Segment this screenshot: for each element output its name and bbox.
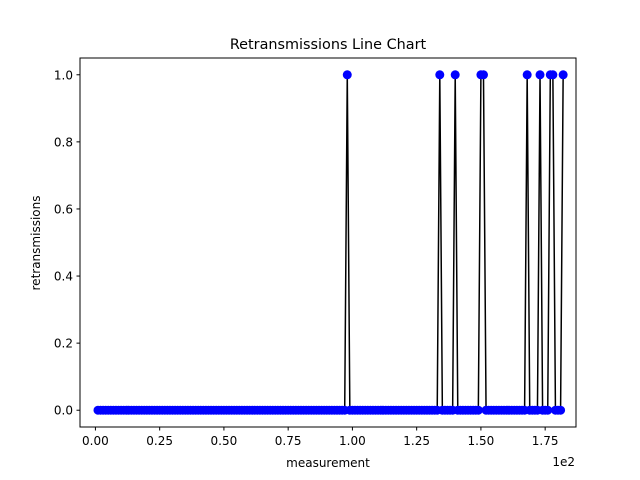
x-axis-ticks: 0.00 0.25 0.50 0.75 1.00 1.25 1.50 1.75 — [82, 427, 559, 448]
data-point — [450, 70, 460, 80]
x-tick-label: 1.25 — [403, 434, 430, 448]
x-tick-label: 0.00 — [82, 434, 109, 448]
data-point — [342, 70, 352, 80]
x-tick-label: 0.50 — [211, 434, 238, 448]
y-axis-label: retransmissions — [29, 196, 43, 291]
axes-frame — [79, 57, 577, 428]
data-point — [556, 405, 566, 415]
chart-title: Retransmissions Line Chart — [230, 37, 427, 53]
x-tick-label: 1.00 — [339, 434, 366, 448]
data-point — [535, 70, 545, 80]
y-tick-label: 0.8 — [54, 135, 73, 149]
plot-area — [93, 70, 568, 415]
x-axis-offset-text: 1e2 — [552, 455, 575, 469]
y-axis-ticks: 0.0 0.2 0.4 0.6 0.8 1.0 — [54, 68, 80, 418]
x-tick-label: 1.50 — [468, 434, 495, 448]
x-tick-label: 1.75 — [532, 434, 559, 448]
data-point — [522, 70, 532, 80]
y-tick-label: 0.2 — [54, 337, 73, 351]
data-point — [543, 405, 553, 415]
data-point — [478, 70, 488, 80]
data-point — [548, 70, 558, 80]
data-point — [558, 70, 568, 80]
y-tick-label: 1.0 — [54, 68, 73, 82]
x-tick-label: 0.75 — [275, 434, 302, 448]
y-tick-label: 0.6 — [54, 202, 73, 216]
data-point — [435, 70, 445, 80]
x-axis-label: measurement — [286, 456, 370, 470]
x-tick-label: 0.25 — [146, 434, 173, 448]
y-tick-label: 0.0 — [54, 404, 73, 418]
data-point — [473, 405, 483, 415]
y-tick-label: 0.4 — [54, 270, 73, 284]
